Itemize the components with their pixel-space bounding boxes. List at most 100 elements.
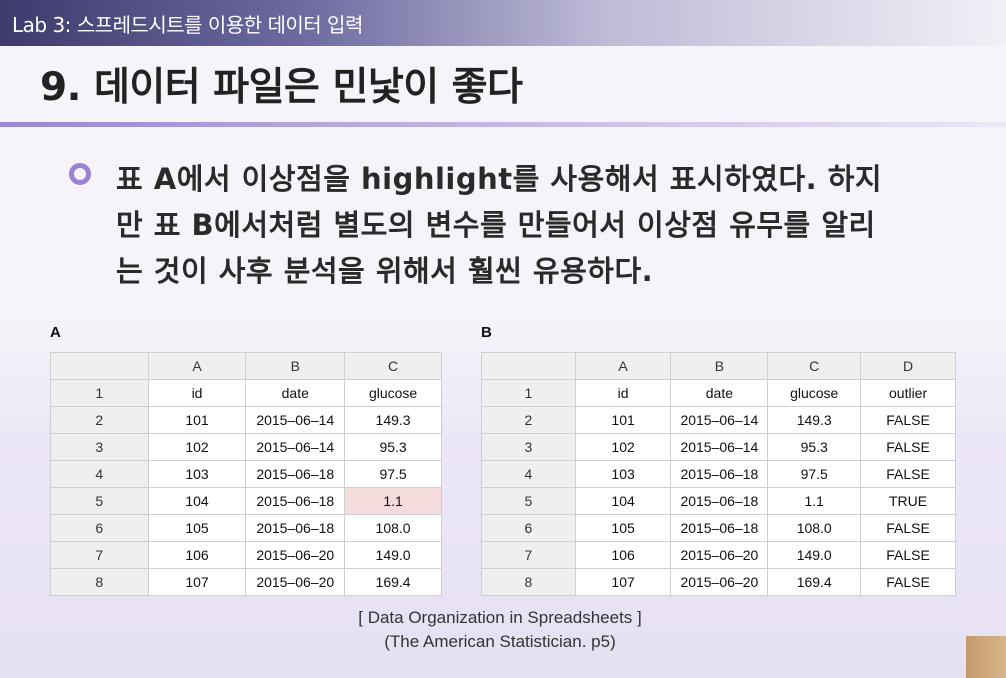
row-number-cell: 6 (481, 514, 576, 542)
column-header-cell: A (574, 352, 672, 380)
table-cell: 95.3 (767, 433, 862, 461)
slide-title: 9. 데이터 파일은 민낯이 좋다 (40, 65, 523, 110)
table-cell: 107 (574, 568, 672, 596)
table-cell: FALSE (860, 514, 956, 542)
row-number-cell: 4 (481, 460, 576, 488)
table-cell: 2015–06–18 (670, 514, 769, 542)
table-row: 4 103 2015–06–18 97.5 (50, 460, 442, 488)
table-cell: 149.3 (767, 406, 862, 434)
table-cell: 101 (574, 406, 672, 434)
table-row: 6 105 2015–06–18 108.0 (50, 514, 442, 542)
citation-journal: (The American Statistician. p5) (384, 632, 616, 651)
table-cell: 2015–06–20 (670, 568, 769, 596)
table-cell: 2015–06–18 (670, 460, 769, 488)
table-cell: 2015–06–14 (245, 433, 346, 461)
column-header-cell (481, 352, 576, 380)
table-cell: 102 (147, 433, 247, 461)
table-a-label: A (50, 324, 61, 341)
table-cell: 2015–06–18 (670, 487, 769, 515)
table-cell: FALSE (860, 460, 956, 488)
table-cell: 97.5 (767, 460, 862, 488)
table-cell: 103 (147, 460, 247, 488)
row-number-cell: 3 (481, 433, 576, 461)
row-number-cell: 6 (50, 514, 149, 542)
spreadsheet-table-b: A B C D 1 id date glucose outlier 2 101 2015–06–14 1… (481, 352, 956, 596)
table-cell: outlier (860, 379, 956, 407)
table-cell: FALSE (860, 433, 956, 461)
table-row: 1 id date glucose outlier (481, 379, 956, 407)
table-row: 7 106 2015–06–20 149.0 (50, 541, 442, 569)
desk-edge (966, 636, 1006, 678)
row-number-cell: 5 (481, 487, 576, 515)
table-cell: id (147, 379, 247, 407)
table-row: 7 106 2015–06–20 149.0 FALSE (481, 541, 956, 569)
row-number-cell: 7 (481, 541, 576, 569)
table-row: 8 107 2015–06–20 169.4 (50, 568, 442, 596)
citation: [ Data Organization in Spreadsheets ] (T… (300, 606, 700, 654)
table-row: 8 107 2015–06–20 169.4 FALSE (481, 568, 956, 596)
column-header-cell (50, 352, 149, 380)
table-cell: 105 (574, 514, 672, 542)
table-row: 2 101 2015–06–14 149.3 (50, 406, 442, 434)
table-cell: 102 (574, 433, 672, 461)
table-cell: 149.0 (767, 541, 862, 569)
table-row: 5 104 2015–06–18 1.1 (50, 487, 442, 515)
bullet-line: 표 A에서 이상점을 highlight를 사용해서 표시하였다. 하지 (116, 162, 883, 196)
table-row: 1 id date glucose (50, 379, 442, 407)
ring-bullet-icon (69, 163, 91, 185)
table-cell: 103 (574, 460, 672, 488)
lab-title: Lab 3: 스프레드시트를 이용한 데이터 입력 (12, 13, 363, 37)
table-cell: glucose (767, 379, 862, 407)
table-cell: 2015–06–20 (245, 541, 346, 569)
table-cell: 2015–06–14 (670, 433, 769, 461)
lab-header-bar: Lab 3: 스프레드시트를 이용한 데이터 입력 (0, 0, 1006, 46)
row-number-cell: 8 (481, 568, 576, 596)
row-number-cell: 1 (481, 379, 576, 407)
table-cell: 2015–06–18 (245, 460, 346, 488)
row-number-cell: 2 (50, 406, 149, 434)
table-cell: 149.3 (344, 406, 442, 434)
table-cell: FALSE (860, 406, 956, 434)
table-row: 6 105 2015–06–18 108.0 FALSE (481, 514, 956, 542)
table-cell: 2015–06–20 (245, 568, 346, 596)
table-cell: 108.0 (344, 514, 442, 542)
title-divider (0, 122, 1006, 127)
row-number-cell: 3 (50, 433, 149, 461)
column-header-cell: C (344, 352, 442, 380)
row-number-cell: 2 (481, 406, 576, 434)
table-cell: TRUE (860, 487, 956, 515)
table-cell: date (670, 379, 769, 407)
table-cell: 169.4 (344, 568, 442, 596)
row-number-cell: 5 (50, 487, 149, 515)
table-cell: 2015–06–14 (245, 406, 346, 434)
bullet-paragraph: 표 A에서 이상점을 highlight를 사용해서 표시하였다. 하지 만 표… (116, 156, 956, 294)
table-cell: 2015–06–14 (670, 406, 769, 434)
table-cell: 107 (147, 568, 247, 596)
table-cell: 106 (574, 541, 672, 569)
row-number-cell: 8 (50, 568, 149, 596)
column-header-cell: D (860, 352, 956, 380)
bullet-line: 는 것이 사후 분석을 위해서 훨씬 유용하다. (116, 254, 654, 288)
table-cell: 2015–06–18 (245, 487, 346, 515)
highlighted-outlier-cell: 1.1 (344, 487, 442, 515)
row-number-cell: 1 (50, 379, 149, 407)
table-cell: 104 (147, 487, 247, 515)
row-number-cell: 7 (50, 541, 149, 569)
table-row: 3 102 2015–06–14 95.3 FALSE (481, 433, 956, 461)
citation-source: [ Data Organization in Spreadsheets ] (358, 608, 642, 627)
table-row: 5 104 2015–06–18 1.1 TRUE (481, 487, 956, 515)
table-cell: 149.0 (344, 541, 442, 569)
column-header-cell: A (147, 352, 247, 380)
row-number-cell: 4 (50, 460, 149, 488)
table-cell: 108.0 (767, 514, 862, 542)
table-cell: 2015–06–18 (245, 514, 346, 542)
table-cell: 105 (147, 514, 247, 542)
table-cell: 97.5 (344, 460, 442, 488)
bullet-line: 만 표 B에서처럼 별도의 변수를 만들어서 이상점 유무를 알리 (116, 208, 876, 242)
table-b-label: B (481, 324, 492, 341)
table-cell: 1.1 (767, 487, 862, 515)
column-header-cell: B (245, 352, 346, 380)
table-row: 2 101 2015–06–14 149.3 FALSE (481, 406, 956, 434)
spreadsheet-table-a: A B C 1 id date glucose 2 101 2015–06–14 149.3 3 102… (50, 352, 442, 596)
